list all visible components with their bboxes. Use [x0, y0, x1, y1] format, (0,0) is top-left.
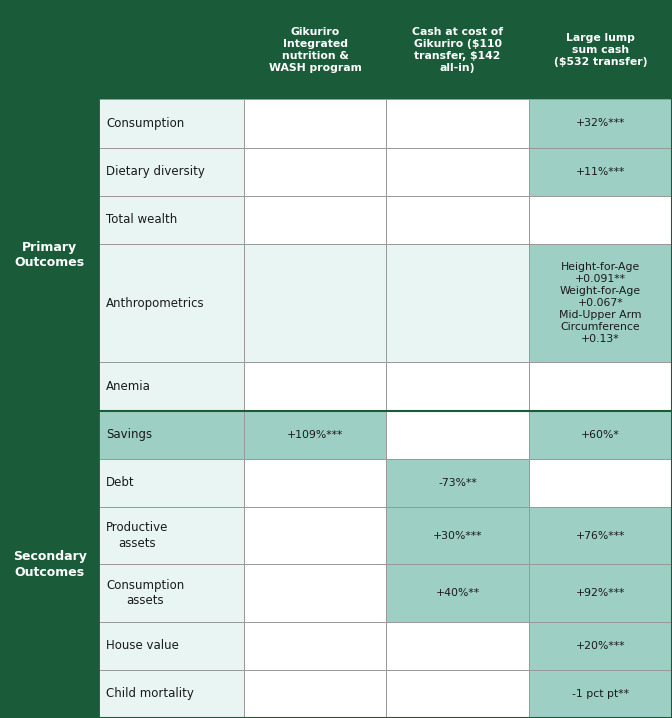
Text: Secondary
Outcomes: Secondary Outcomes [13, 550, 87, 579]
Text: +40%**: +40%** [435, 588, 480, 598]
Bar [99, 459, 244, 507]
Text: Debt: Debt [106, 476, 135, 490]
Bar [99, 507, 244, 564]
Text: Consumption: Consumption [106, 117, 184, 130]
Bar [529, 622, 672, 670]
Bar [386, 363, 529, 411]
Bar [244, 507, 386, 564]
Bar [99, 196, 244, 244]
Bar [99, 564, 244, 622]
Bar [99, 622, 244, 670]
Text: Anthropometrics: Anthropometrics [106, 297, 205, 309]
Text: House value: House value [106, 639, 179, 652]
Bar [0, 411, 99, 718]
Text: +32%***: +32%*** [576, 118, 625, 129]
Text: Anemia: Anemia [106, 380, 151, 393]
Text: Total wealth: Total wealth [106, 213, 177, 226]
Text: +76%***: +76%*** [576, 531, 625, 541]
Text: Dietary diversity: Dietary diversity [106, 165, 205, 178]
Bar [99, 670, 244, 718]
Bar [529, 411, 672, 459]
Bar [244, 622, 386, 670]
Text: +60%*: +60%* [581, 429, 620, 439]
Bar [99, 363, 244, 411]
Text: +30%***: +30%*** [433, 531, 482, 541]
Bar [0, 0, 244, 99]
Bar [386, 99, 529, 148]
Bar [244, 99, 386, 148]
Bar [244, 411, 386, 459]
Bar [244, 363, 386, 411]
Bar [386, 622, 529, 670]
Bar [386, 507, 529, 564]
Bar [244, 244, 386, 363]
Text: Consumption
assets: Consumption assets [106, 579, 184, 607]
Text: Productive
assets: Productive assets [106, 521, 169, 550]
Bar [244, 459, 386, 507]
Bar [386, 244, 529, 363]
Bar [99, 99, 244, 148]
Bar [386, 459, 529, 507]
Bar [386, 670, 529, 718]
Text: +20%***: +20%*** [576, 640, 625, 651]
Bar [99, 411, 244, 459]
Text: Primary
Outcomes: Primary Outcomes [15, 241, 85, 269]
Text: -1 pct pt**: -1 pct pt** [572, 689, 629, 699]
Bar [529, 244, 672, 363]
Text: +92%***: +92%*** [576, 588, 625, 598]
Text: Large lump
sum cash
($532 transfer): Large lump sum cash ($532 transfer) [554, 33, 647, 67]
Bar [99, 244, 244, 363]
Text: Height-for-Age
+0.091**
Weight-for-Age
+0.067*
Mid-Upper Arm
Circumference
+0.13: Height-for-Age +0.091** Weight-for-Age +… [559, 262, 642, 344]
Bar [386, 411, 529, 459]
Bar [0, 99, 99, 411]
Bar [529, 507, 672, 564]
Bar [529, 363, 672, 411]
Bar [244, 148, 386, 196]
Bar [529, 99, 672, 148]
Text: +11%***: +11%*** [576, 167, 625, 177]
Bar [244, 0, 386, 99]
Bar [386, 196, 529, 244]
Text: -73%**: -73%** [438, 478, 477, 488]
Bar [386, 564, 529, 622]
Bar [529, 148, 672, 196]
Bar [529, 0, 672, 99]
Text: Savings: Savings [106, 428, 153, 441]
Bar [529, 196, 672, 244]
Bar [529, 670, 672, 718]
Bar [99, 148, 244, 196]
Text: Gikuriro
Integrated
nutrition &
WASH program: Gikuriro Integrated nutrition & WASH pro… [269, 27, 362, 73]
Bar [529, 564, 672, 622]
Bar [244, 196, 386, 244]
Text: +109%***: +109%*** [287, 429, 343, 439]
Text: Cash at cost of
Gikuriro ($110
transfer, $142
all-in): Cash at cost of Gikuriro ($110 transfer,… [412, 27, 503, 73]
Bar [529, 459, 672, 507]
Bar [244, 670, 386, 718]
Bar [386, 0, 529, 99]
Text: Child mortality: Child mortality [106, 687, 194, 701]
Bar [244, 564, 386, 622]
Bar [386, 148, 529, 196]
